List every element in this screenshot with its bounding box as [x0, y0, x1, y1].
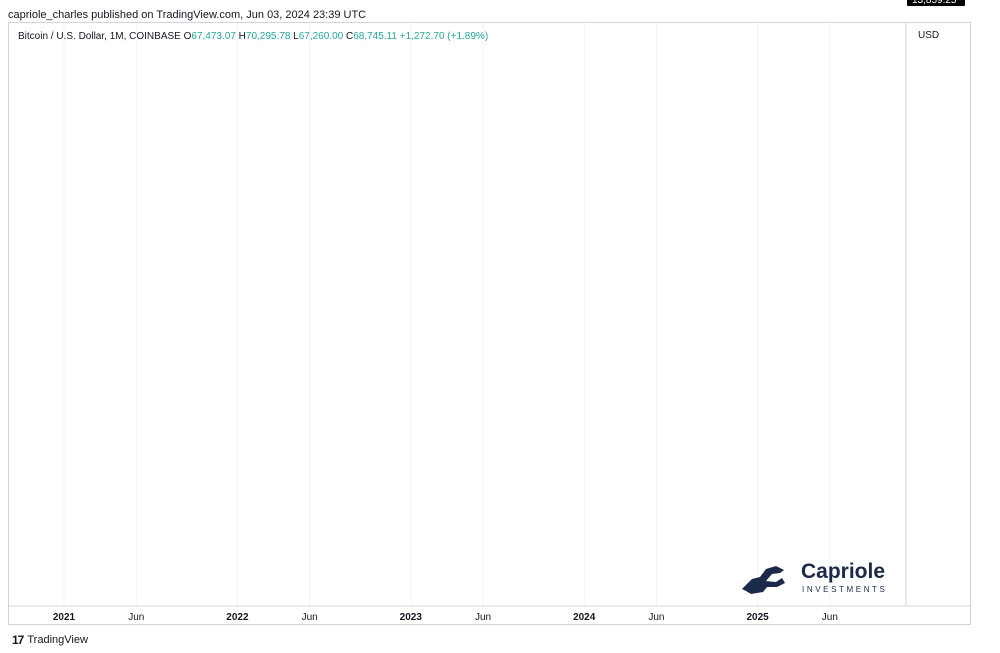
x-tick-label: Jun [648, 612, 664, 623]
plot-area: 1.618 (102,539.25)1 (69,286.86)0.66 (50,… [63, 23, 831, 606]
legend-part: +1,272.70 (+1.89%) [400, 31, 488, 42]
brand-name: Capriole [801, 560, 885, 583]
x-tick-label: 2022 [226, 612, 249, 623]
legend-part: Bitcoin / U.S. Dollar, 1M, COINBASE [18, 31, 184, 42]
horse-logo-icon [742, 566, 785, 594]
x-tick-label: 2023 [400, 612, 423, 623]
tradingview-brand: TradingView [27, 634, 88, 646]
chart-frame[interactable] [8, 22, 971, 625]
legend-part: 68,745.11 [353, 31, 400, 42]
bottom-axis-badge-bg [907, 0, 965, 7]
legend-part: 67,260.00 [299, 31, 346, 42]
x-tick-label: 2025 [746, 612, 769, 623]
bottom-axis-badge: 13,859.25 [912, 0, 957, 6]
publisher-line: capriole_charles published on TradingVie… [8, 9, 367, 21]
legend-part: O [184, 31, 192, 42]
legend-part: 67,473.07 [191, 31, 238, 42]
x-tick-label: 2024 [573, 612, 596, 623]
legend-part: C [346, 31, 353, 42]
capriole-logo: Capriole INVESTMENTS [742, 560, 888, 594]
tradingview-logo[interactable]: 17 TradingView [12, 633, 88, 647]
legend-part: 70,295.78 [246, 31, 293, 42]
brand-sub: INVESTMENTS [802, 585, 888, 594]
x-tick-label: Jun [822, 612, 838, 623]
legend-part: L [293, 31, 299, 42]
x-tick-label: Jun [475, 612, 491, 623]
x-tick-label: Jun [128, 612, 144, 623]
tradingview-mark-icon: 17 [12, 633, 24, 647]
x-tick-label: Jun [302, 612, 318, 623]
legend-part: H [239, 31, 246, 42]
x-tick-label: 2021 [53, 612, 76, 623]
currency-label: USD [918, 30, 939, 41]
symbol-legend[interactable]: Bitcoin / U.S. Dollar, 1M, COINBASE O67,… [18, 31, 488, 42]
